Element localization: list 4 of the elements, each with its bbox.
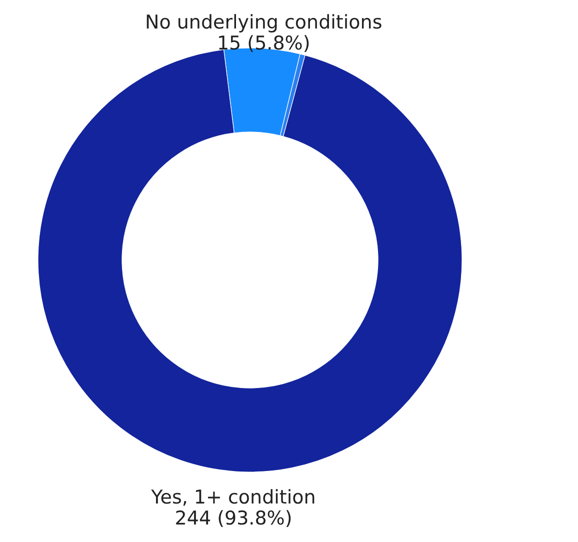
data-label: 244 (93.8%)	[174, 507, 292, 530]
data-label: 15 (5.8%)	[216, 32, 310, 54]
slice-label: No underlying conditions	[145, 11, 382, 34]
slice-label: Yes, 1+ condition	[150, 486, 316, 508]
